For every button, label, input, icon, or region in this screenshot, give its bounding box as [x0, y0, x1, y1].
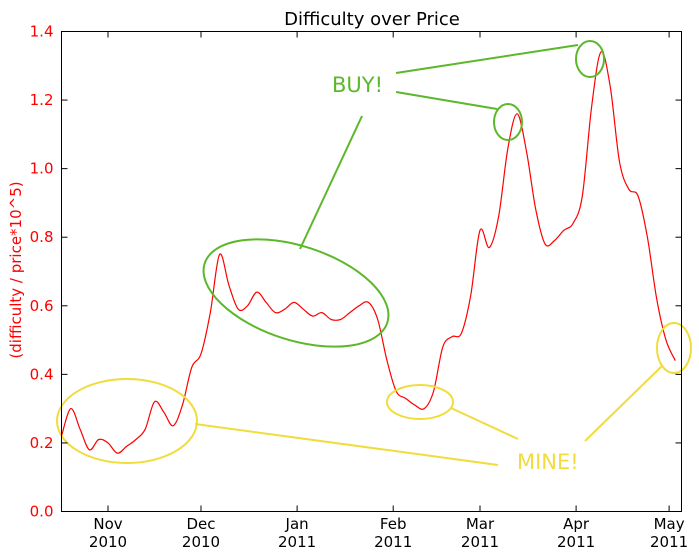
buy-ellipse-jan: [202, 238, 390, 348]
mine-arrow-nov: [194, 423, 499, 466]
x-tick-label-year: 2010: [89, 533, 127, 551]
x-tick-label-month: Feb: [380, 515, 407, 533]
series-line: [60, 51, 676, 454]
plot-frame: [61, 31, 682, 512]
x-tick-label-year: 2011: [374, 533, 412, 551]
y-axis: 0.0 0.2 0.4 0.6 0.8 1.0 1.2 1.4: [30, 23, 682, 521]
x-tick-label-year: 2011: [557, 533, 595, 551]
y-tick-label: 0.6: [30, 297, 54, 315]
y-tick-label: 0.8: [30, 228, 54, 246]
mine-ellipse-nov: [56, 378, 198, 464]
x-tick-label-month: Jan: [285, 515, 309, 533]
x-tick-label-month: Dec: [186, 515, 215, 533]
y-tick-label: 0.0: [30, 503, 54, 521]
y-tick-label: 0.2: [30, 434, 54, 452]
x-axis: Nov2010Dec2010Jan2011Feb2011Mar2011Apr20…: [89, 31, 688, 551]
buy-ellipse-apr: [575, 40, 605, 78]
mine-ellipse-may: [656, 322, 692, 374]
mine-arrow-may: [584, 365, 663, 442]
mine-arrow-feb: [450, 407, 519, 440]
y-tick-label: 1.2: [30, 91, 54, 109]
y-tick-label: 0.4: [30, 365, 54, 383]
chart-title: Difficulty over Price: [284, 9, 460, 30]
x-tick-label-year: 2011: [461, 533, 499, 551]
x-tick-label-year: 2011: [278, 533, 316, 551]
x-tick-label-month: Apr: [563, 515, 590, 533]
buy-arrow-mar: [395, 91, 498, 110]
annotations-layer: BUY! MINE!: [56, 40, 692, 474]
buy-ellipse-mar: [493, 103, 523, 141]
plot-area: [60, 51, 676, 454]
y-tick-label: 1.4: [30, 23, 54, 41]
buy-annotation-label: BUY!: [332, 73, 383, 97]
buy-arrow-jan: [299, 115, 363, 250]
mine-ellipse-feb: [386, 384, 454, 420]
x-tick-label-month: Mar: [466, 515, 495, 533]
mine-annotation-label: MINE!: [517, 450, 579, 474]
buy-arrow-apr: [395, 44, 579, 74]
x-tick-label-year: 2011: [650, 533, 688, 551]
y-tick-label: 1.0: [30, 160, 54, 178]
y-axis-label: (difficulty / price*10^5): [7, 181, 25, 358]
x-tick-label-month: Nov: [93, 515, 122, 533]
x-tick-label-month: May: [654, 515, 685, 533]
x-tick-label-year: 2010: [182, 533, 220, 551]
